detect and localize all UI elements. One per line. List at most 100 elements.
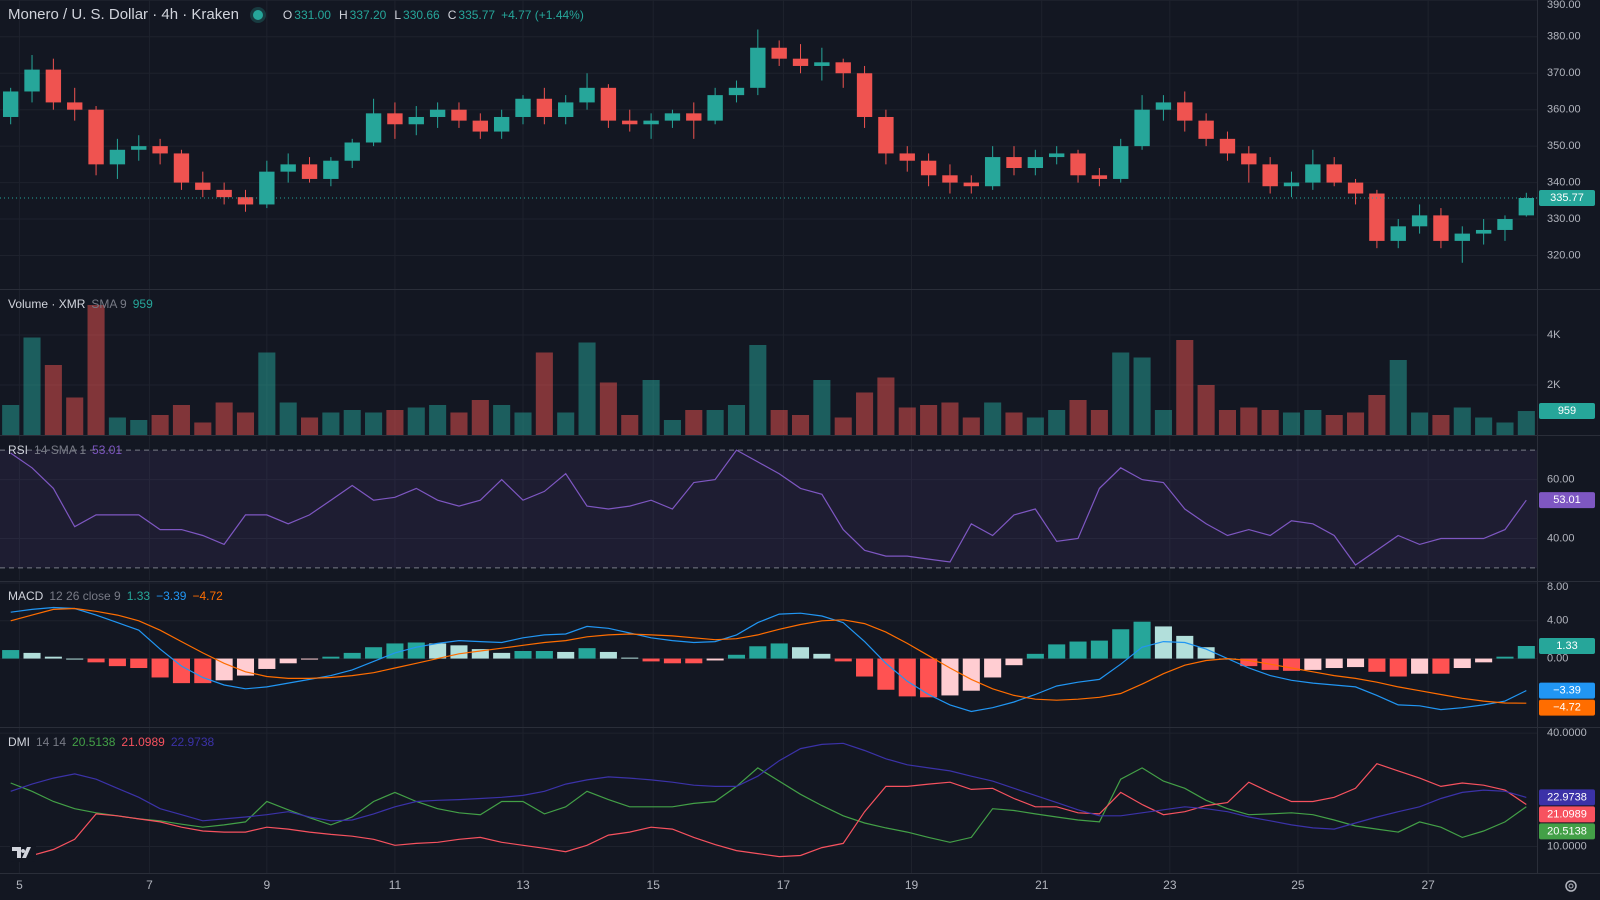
volume-bar: [962, 417, 980, 435]
candle-body: [515, 98, 531, 117]
indicator-title: DMI: [8, 735, 30, 749]
price-badge: [1539, 789, 1595, 806]
volume-bar: [1411, 412, 1429, 435]
histogram-bar: [300, 658, 319, 660]
price-badge: [1539, 492, 1595, 509]
price-badge: [1539, 823, 1595, 840]
volume-bar: [749, 345, 767, 435]
series-line: [10, 742, 1527, 830]
price-badge-label: 1.33: [1556, 640, 1577, 652]
histogram-bar: [962, 658, 980, 691]
y-tick-label: 8.00: [1547, 581, 1568, 593]
volume-bar: [258, 352, 276, 435]
volume-bar: [471, 400, 489, 435]
x-tick-label: 9: [263, 878, 270, 892]
settings-icon[interactable]: [1562, 877, 1580, 895]
candle-body: [984, 157, 1001, 187]
ohlc-label: O: [282, 7, 293, 22]
volume-bar: [450, 412, 468, 435]
volume-bar: [108, 417, 126, 435]
volume-header: Volume · XMR SMA 9 959: [8, 297, 153, 311]
y-tick-label: 40.00: [1547, 532, 1575, 544]
histogram-bar: [1112, 629, 1130, 659]
x-tick-label: 7: [146, 878, 153, 892]
ohlc-label: C: [447, 7, 457, 22]
volume-bar: [1496, 422, 1514, 435]
candle-body: [1283, 182, 1300, 187]
volume-bar: [1112, 352, 1130, 435]
candle-body: [942, 175, 958, 183]
x-tick-label: 11: [389, 878, 402, 892]
candle-body: [899, 153, 915, 161]
indicator-params: 14 14: [36, 735, 67, 749]
volume-bar: [322, 412, 340, 435]
price-badge-label: 22.9738: [1547, 791, 1587, 803]
volume-bar: [1347, 412, 1365, 435]
histogram-bar: [365, 647, 383, 659]
volume-bar: [386, 410, 404, 435]
y-tick-label: 2K: [1547, 379, 1561, 391]
indicator-title: RSI: [8, 443, 29, 457]
candle-body: [216, 189, 232, 198]
volume-bar: [514, 412, 532, 435]
x-tick-label: 21: [1035, 878, 1049, 892]
indicator-value: 22.9738: [170, 735, 215, 749]
logo[interactable]: [10, 842, 36, 862]
ohlc-value: 331.00: [294, 7, 331, 22]
y-tick-label: 4.00: [1547, 615, 1568, 627]
x-tick-label: 23: [1163, 878, 1177, 892]
histogram-bar: [429, 643, 447, 659]
histogram-bar: [108, 658, 126, 667]
candle-body: [387, 113, 403, 125]
volume-bar: [535, 352, 553, 435]
histogram-bar: [920, 658, 938, 698]
histogram-bar: [322, 656, 340, 659]
volume-bar: [1475, 417, 1493, 435]
histogram-bar: [87, 658, 105, 663]
candle-body: [67, 102, 83, 110]
volume-bar: [834, 417, 852, 435]
histogram-bar: [1389, 658, 1407, 677]
price-badge-label: 21.0989: [1547, 808, 1587, 820]
y-tick-label: 330.00: [1547, 213, 1581, 225]
series-line: [10, 767, 1527, 843]
histogram-bar: [856, 658, 874, 677]
y-tick-label: 4K: [1547, 329, 1561, 341]
candle-body: [195, 182, 211, 190]
indicator-title: Volume · XMR: [8, 297, 86, 311]
candle-body: [365, 113, 382, 143]
histogram-bar: [258, 658, 276, 669]
volume-bar: [1048, 410, 1066, 435]
indicator-value: −3.39: [156, 589, 187, 603]
volume-bar: [1176, 340, 1194, 435]
histogram-bar: [535, 651, 553, 659]
volume-bar: [898, 407, 916, 435]
volume-bar: [1389, 360, 1407, 435]
y-tick-label: 350.00: [1547, 140, 1581, 152]
histogram-bar: [834, 658, 852, 662]
price-badge-label: 959: [1558, 405, 1576, 417]
series-line: [10, 449, 1527, 566]
candle-body: [771, 47, 787, 59]
histogram-bar: [1048, 644, 1066, 659]
volume-bar: [87, 305, 105, 435]
candle-body: [1219, 138, 1236, 154]
y-tick-label: 390.00: [1547, 0, 1581, 11]
histogram-bar: [791, 647, 810, 659]
volume-bar: [1325, 415, 1343, 435]
candle-body: [1497, 219, 1513, 230]
candle-body: [451, 109, 467, 121]
price-badge: [1539, 637, 1595, 654]
band-fill: [0, 450, 1537, 568]
volume-bar: [1133, 357, 1151, 435]
volume-bar: [1432, 415, 1450, 435]
candle-body: [1198, 120, 1214, 139]
indicator-value: 959: [132, 297, 153, 311]
histogram-bar: [66, 658, 84, 660]
histogram-bar: [514, 651, 532, 659]
volume-bar: [1517, 411, 1535, 435]
indicator-title: MACD: [8, 589, 44, 603]
candle-body: [1305, 164, 1321, 183]
volume-bar: [791, 415, 810, 435]
volume-bar: [770, 410, 788, 435]
